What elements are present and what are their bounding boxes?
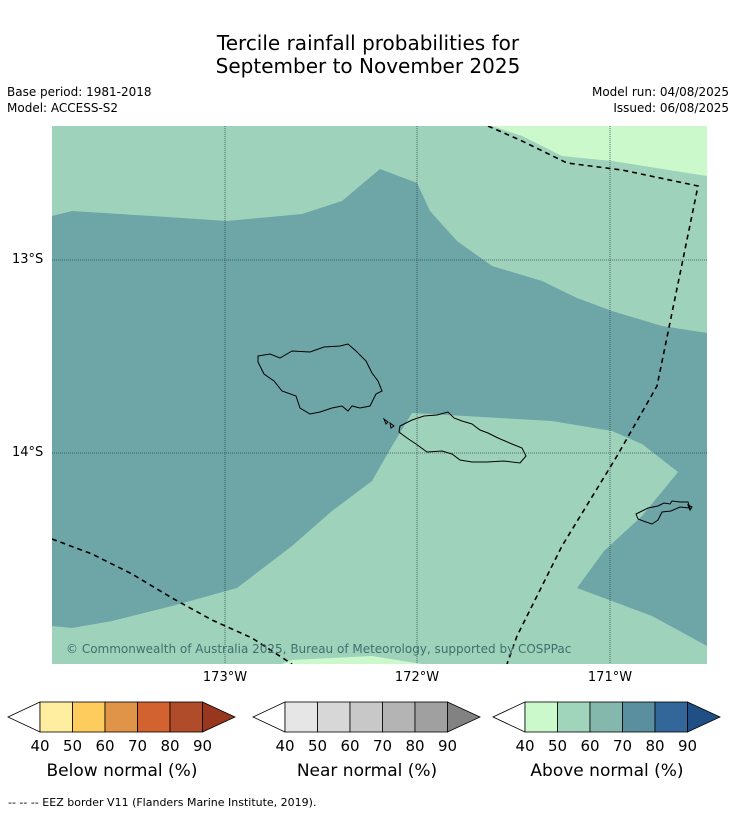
below-seg-50-60 <box>72 701 106 733</box>
below-seg-80-90 <box>169 701 203 733</box>
island-upolu <box>398 411 527 464</box>
map-svg: © Commonwealth of Australia 2025, Bureau… <box>52 126 707 664</box>
eez-border-east <box>487 126 699 664</box>
colorbar-above-normal: 40 50 60 70 80 90 <box>492 701 721 755</box>
graticule <box>52 126 707 664</box>
lon-label-172w: 172°W <box>394 670 440 685</box>
issued-date: Issued: 06/08/2025 <box>613 101 729 115</box>
below-tick-70: 70 <box>128 737 147 755</box>
above-extend-high <box>687 701 721 733</box>
above-tick-40: 40 <box>515 737 534 755</box>
below-tick-60: 60 <box>95 737 114 755</box>
below-tick-50: 50 <box>63 737 82 755</box>
near-seg-50-60 <box>317 701 351 733</box>
near-tick-60: 60 <box>340 737 359 755</box>
above-seg-50-60 <box>557 701 591 733</box>
island-tutuila <box>635 500 693 525</box>
model-name: Model: ACCESS-S2 <box>7 101 119 115</box>
near-tick-90: 90 <box>438 737 457 755</box>
below-tick-90: 90 <box>193 737 212 755</box>
colorbar-below-normal: 40 50 60 70 80 90 <box>7 701 236 755</box>
above-tick-90: 90 <box>678 737 697 755</box>
above-seg-40-50 <box>524 701 558 733</box>
below-tick-80: 80 <box>160 737 179 755</box>
near-extend-low <box>252 701 286 733</box>
above-seg-70-80 <box>622 701 656 733</box>
probability-map: © Commonwealth of Australia 2025, Bureau… <box>52 126 707 664</box>
chart-title-line2: September to November 2025 <box>215 54 521 78</box>
above-tick-80: 80 <box>645 737 664 755</box>
above-seg-80-90 <box>654 701 688 733</box>
near-tick-50: 50 <box>308 737 327 755</box>
legend-title-near: Near normal (%) <box>296 761 438 781</box>
near-extend-high <box>447 701 481 733</box>
model-run: Model run: 04/08/2025 <box>591 85 729 99</box>
colorbar-near-normal: 40 50 60 70 80 90 <box>252 701 481 755</box>
eez-footnote: -- -- -- EEZ border V11 (Flanders Marine… <box>8 796 317 809</box>
island-savaii <box>257 343 383 415</box>
near-seg-40-50 <box>284 701 318 733</box>
above-tick-50: 50 <box>548 737 567 755</box>
lon-label-171w: 171°W <box>587 670 633 685</box>
above-tick-60: 60 <box>580 737 599 755</box>
chart-title-line1: Tercile rainfall probabilities for <box>216 31 520 55</box>
near-seg-60-70 <box>349 701 383 733</box>
below-extend-low <box>7 701 41 733</box>
region-above-40-50-south <box>282 656 422 664</box>
below-extend-high <box>202 701 236 733</box>
lat-label-14s: 14°S <box>12 445 44 460</box>
region-above-40-50-northeast <box>492 126 707 176</box>
legend-title-below: Below normal (%) <box>46 761 198 781</box>
near-seg-70-80 <box>382 701 416 733</box>
island-manono-apolima <box>382 417 395 429</box>
above-extend-low <box>492 701 526 733</box>
above-tick-70: 70 <box>613 737 632 755</box>
region-above-60-70-band <box>52 169 707 646</box>
above-seg-60-70 <box>589 701 623 733</box>
below-seg-60-70 <box>104 701 138 733</box>
below-seg-40-50 <box>39 701 73 733</box>
copyright-text: © Commonwealth of Australia 2025, Bureau… <box>66 642 571 656</box>
lon-label-173w: 173°W <box>202 670 248 685</box>
near-tick-80: 80 <box>405 737 424 755</box>
near-tick-70: 70 <box>373 737 392 755</box>
lat-label-13s: 13°S <box>12 252 44 267</box>
legend-title-above: Above normal (%) <box>530 761 684 781</box>
below-tick-40: 40 <box>30 737 49 755</box>
near-tick-40: 40 <box>275 737 294 755</box>
base-period: Base period: 1981-2018 <box>7 85 152 99</box>
near-seg-80-90 <box>414 701 448 733</box>
below-seg-70-80 <box>137 701 171 733</box>
